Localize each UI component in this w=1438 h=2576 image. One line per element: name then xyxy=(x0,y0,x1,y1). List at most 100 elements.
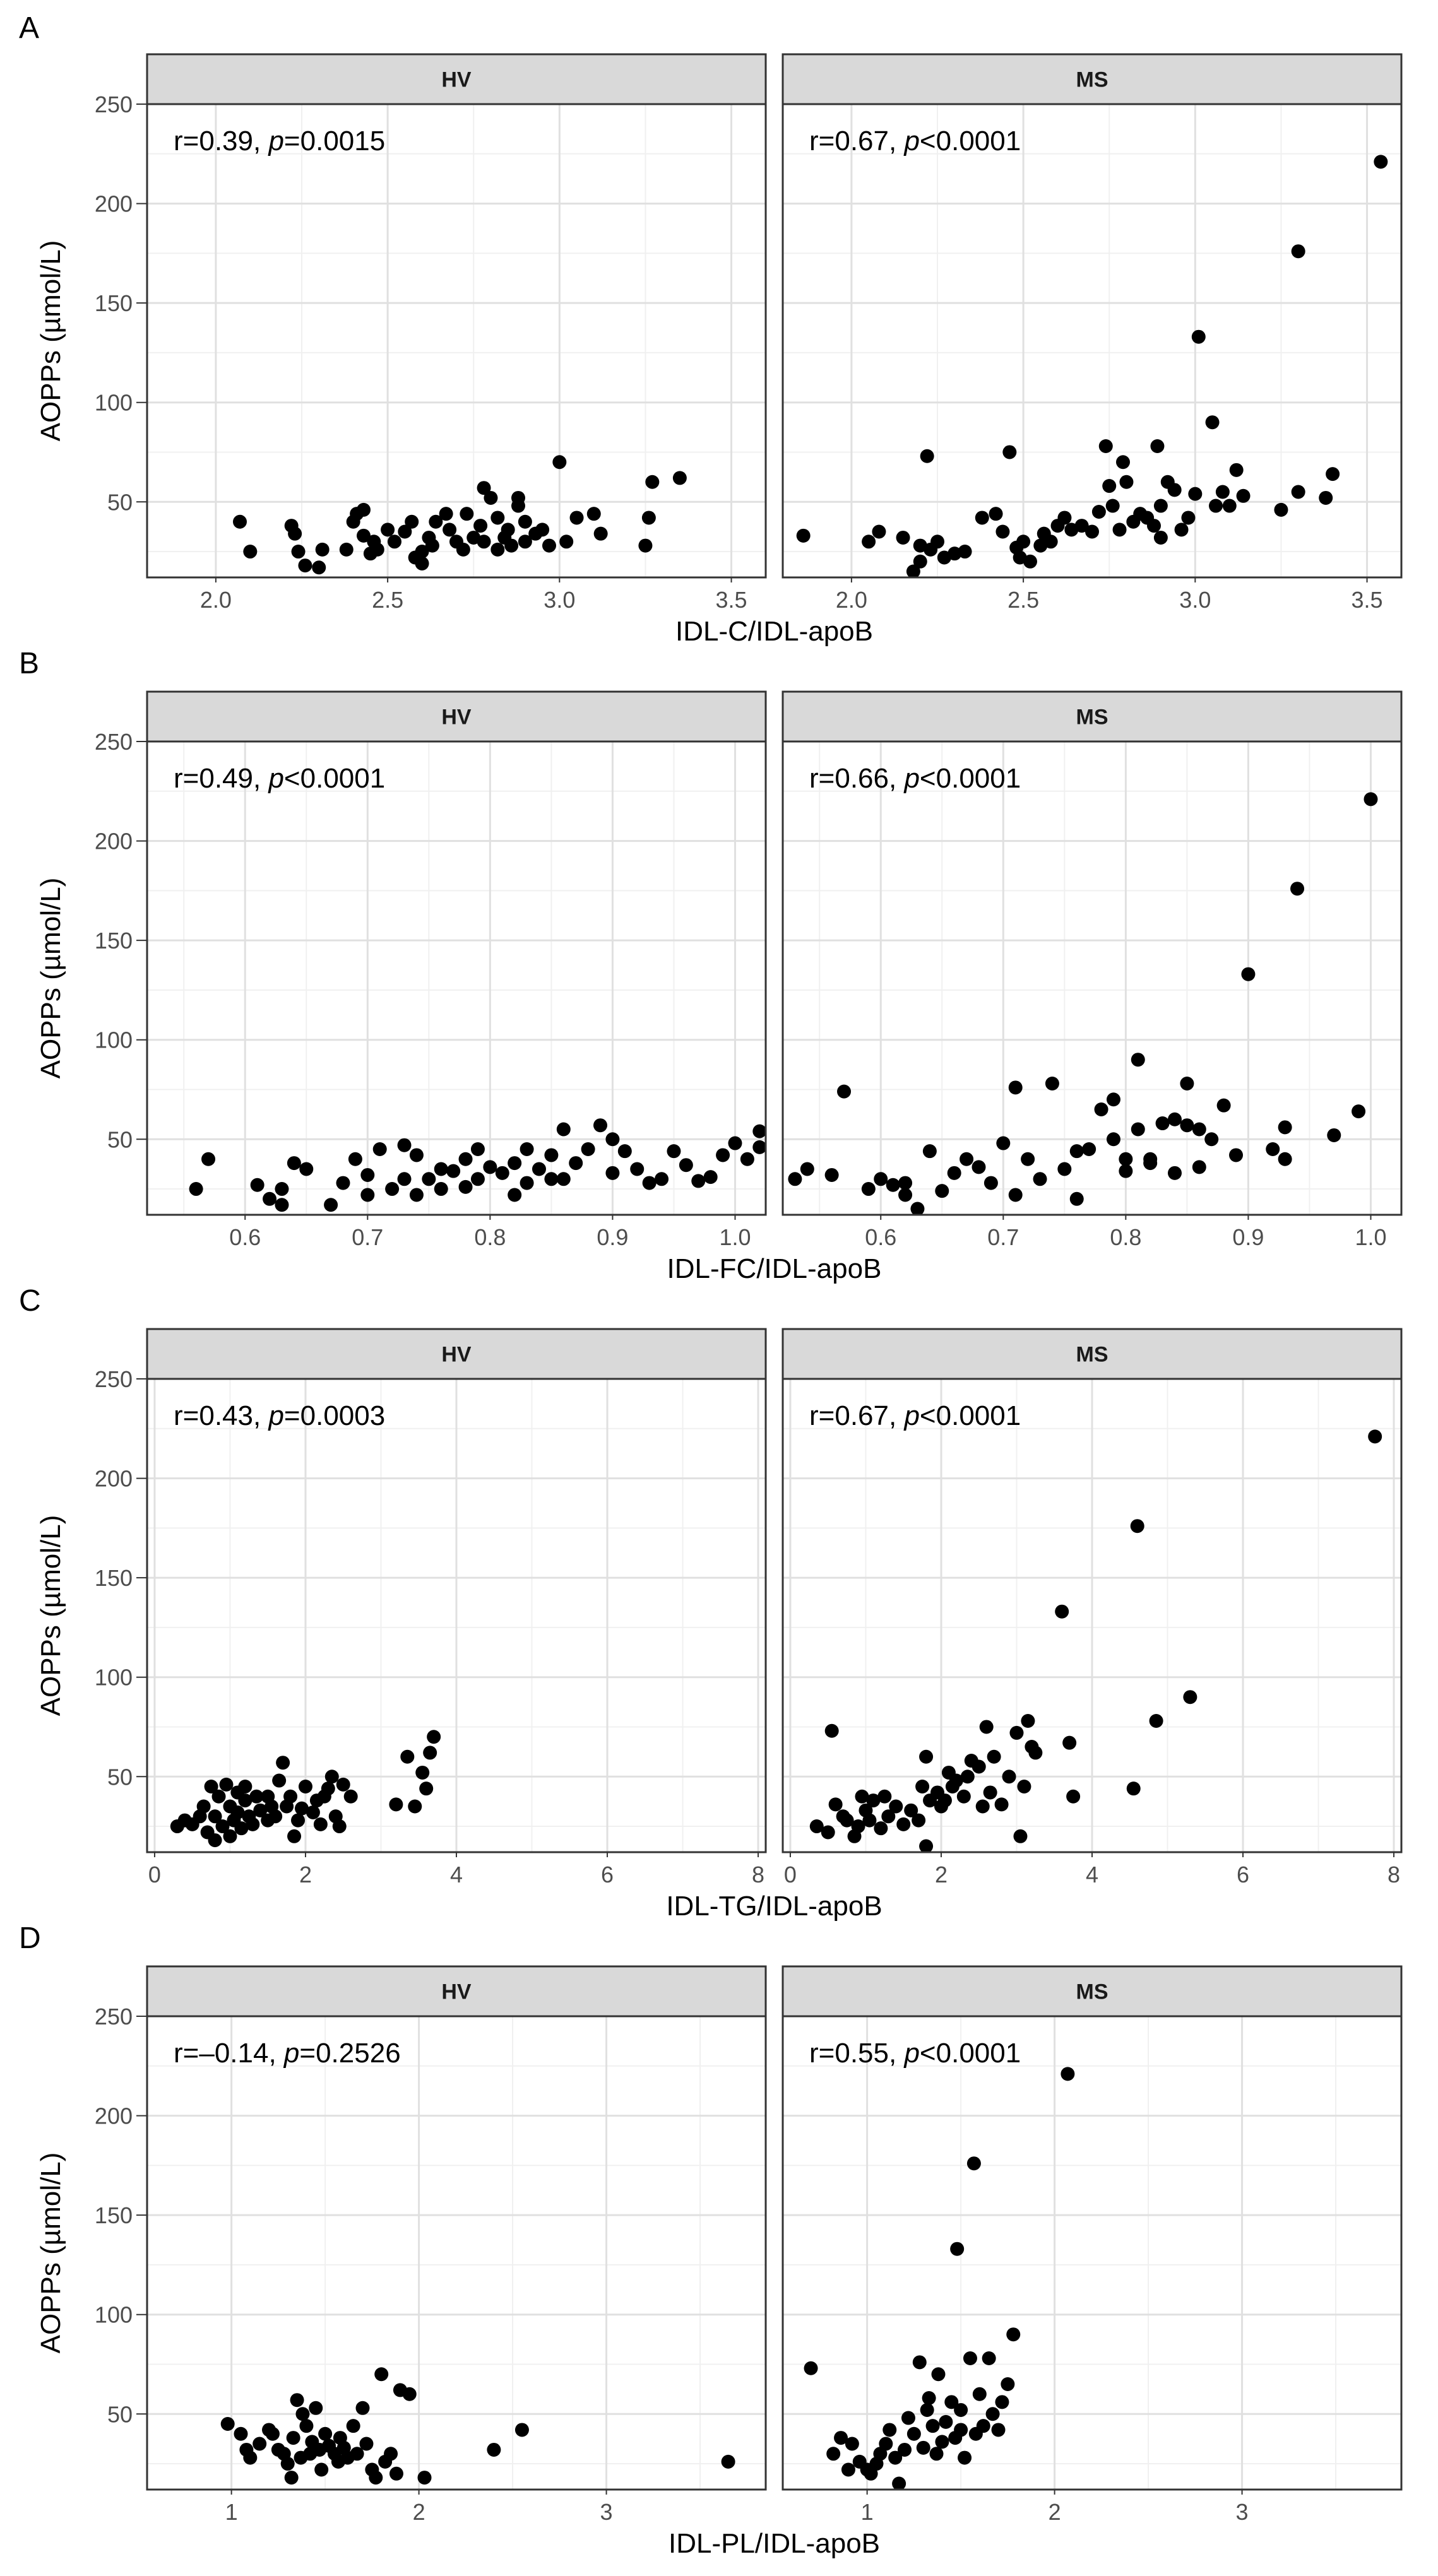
data-point xyxy=(944,2395,959,2409)
data-point xyxy=(950,2242,965,2256)
y-tick-label: 100 xyxy=(95,2302,133,2328)
data-point xyxy=(569,1156,583,1171)
data-point xyxy=(874,1821,888,1836)
data-point xyxy=(374,2367,389,2382)
data-point xyxy=(605,1166,620,1180)
data-point xyxy=(1002,445,1017,459)
facet-strip-label: MS xyxy=(1076,706,1108,730)
y-tick-label: 250 xyxy=(95,92,133,117)
data-point xyxy=(1069,1144,1084,1159)
data-point xyxy=(877,1789,892,1804)
data-point xyxy=(882,2423,897,2437)
facet-strip-label: HV xyxy=(441,1343,472,1367)
data-point xyxy=(630,1162,645,1176)
data-point xyxy=(1229,463,1244,477)
data-point xyxy=(716,1148,730,1162)
data-point xyxy=(288,526,302,541)
y-tick-label: 50 xyxy=(107,1764,133,1790)
x-tick-label: 3.0 xyxy=(544,587,575,613)
data-point xyxy=(287,1156,301,1171)
data-point xyxy=(1021,1714,1035,1728)
data-point xyxy=(276,1756,290,1770)
data-point xyxy=(1028,1746,1043,1760)
data-point xyxy=(645,475,660,489)
data-point xyxy=(913,554,927,569)
data-point xyxy=(1057,1162,1072,1176)
annotation-p-symbol: p xyxy=(903,2038,919,2069)
data-point xyxy=(872,524,886,539)
data-point xyxy=(389,2466,403,2481)
data-point xyxy=(954,2402,968,2417)
data-point xyxy=(409,1188,424,1202)
annotation-p-value: <0.0001 xyxy=(284,763,385,794)
data-point xyxy=(234,1821,249,1836)
data-point xyxy=(535,523,550,537)
data-point xyxy=(1291,244,1305,259)
data-point xyxy=(434,1162,448,1176)
annotation-p-symbol: p xyxy=(267,763,283,794)
data-point xyxy=(423,1746,437,1760)
x-tick-label: 6 xyxy=(1237,1862,1249,1888)
data-point xyxy=(931,2367,946,2382)
plot-area xyxy=(783,741,1401,1215)
data-point xyxy=(1216,1098,1231,1113)
x-tick-label: 2.0 xyxy=(200,587,232,613)
data-point xyxy=(939,2414,953,2429)
data-point xyxy=(532,1162,546,1176)
data-point xyxy=(1001,2377,1015,2391)
data-point xyxy=(253,1803,268,1817)
plot-border xyxy=(146,103,767,579)
data-point xyxy=(956,1789,971,1804)
data-point xyxy=(381,523,395,537)
data-point xyxy=(896,1817,911,1831)
data-point xyxy=(470,1172,485,1186)
y-tick-label: 250 xyxy=(95,2004,133,2029)
x-tick-label: 2.0 xyxy=(836,587,867,613)
data-point xyxy=(501,523,515,537)
data-point xyxy=(906,564,920,579)
y-tick-label: 100 xyxy=(95,390,133,416)
data-point xyxy=(879,2437,893,2451)
data-point xyxy=(1074,519,1089,533)
facet-strip-label: HV xyxy=(441,1980,472,2004)
data-point xyxy=(291,545,306,559)
data-point xyxy=(586,507,601,521)
data-point xyxy=(862,1813,877,1828)
data-point xyxy=(972,1160,986,1174)
data-point xyxy=(1278,1120,1292,1135)
data-point xyxy=(826,2447,841,2461)
data-point xyxy=(1016,535,1031,549)
data-point xyxy=(1191,329,1206,344)
panel-label: A xyxy=(19,11,39,45)
data-point xyxy=(425,538,439,553)
x-tick-label: 0.8 xyxy=(474,1224,506,1250)
data-point xyxy=(208,1809,222,1824)
x-tick-label: 1 xyxy=(861,2499,874,2525)
data-point xyxy=(298,1780,312,1794)
data-point xyxy=(470,1142,485,1157)
data-point xyxy=(520,1176,534,1190)
annotation-p-value: <0.0001 xyxy=(920,763,1021,794)
data-point xyxy=(721,2454,735,2469)
data-point xyxy=(1192,1160,1206,1174)
data-point xyxy=(434,1182,448,1196)
data-point xyxy=(861,1182,876,1196)
data-point xyxy=(1013,1829,1028,1843)
data-point xyxy=(490,542,505,557)
data-point xyxy=(1192,1122,1206,1137)
data-point xyxy=(314,2462,329,2477)
data-point xyxy=(1241,967,1256,981)
x-axis-title: IDL-C/IDL-apoB xyxy=(675,616,873,647)
data-point xyxy=(845,2437,859,2451)
x-tick-label: 3 xyxy=(1236,2499,1249,2525)
data-point xyxy=(360,1167,375,1182)
data-point xyxy=(960,1770,975,1784)
data-point xyxy=(427,1730,441,1744)
data-point xyxy=(460,507,474,521)
x-tick-label: 3.0 xyxy=(1179,587,1211,613)
annotation-r: r=0.55, xyxy=(809,2038,904,2069)
data-point xyxy=(490,511,505,525)
data-point xyxy=(508,1188,522,1202)
data-point xyxy=(402,2387,417,2401)
annotation-r: r=0.43, xyxy=(174,1400,268,1431)
